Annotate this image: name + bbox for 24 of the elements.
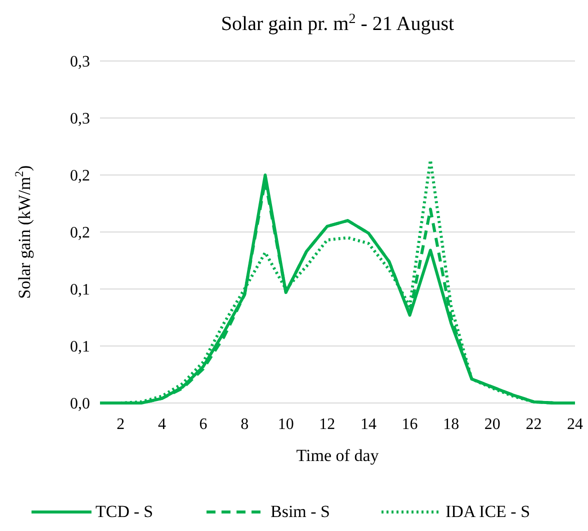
legend-label: IDA ICE - S bbox=[446, 502, 530, 521]
x-tick-label: 4 bbox=[158, 416, 166, 433]
y-tick-label: 0,3 bbox=[70, 54, 90, 71]
legend-label: Bsim - S bbox=[270, 502, 330, 521]
y-tick-label: 0,1 bbox=[70, 282, 90, 299]
x-tick-label: 14 bbox=[360, 416, 376, 433]
x-tick-label: 12 bbox=[319, 416, 336, 433]
x-tick-label: 6 bbox=[199, 416, 208, 433]
y-tick-label: 0,2 bbox=[70, 224, 90, 242]
y-tick-label: 0,0 bbox=[70, 396, 90, 413]
y-tick-label: 0,1 bbox=[70, 338, 90, 356]
y-tick-label: 0,3 bbox=[70, 110, 90, 128]
x-tick-label: 24 bbox=[567, 416, 583, 433]
x-tick-label: 18 bbox=[443, 416, 460, 433]
x-tick-label: 8 bbox=[240, 416, 249, 433]
x-tick-label: 10 bbox=[278, 416, 294, 433]
legend-label: TCD - S bbox=[96, 502, 154, 521]
x-tick-label: 16 bbox=[402, 416, 418, 433]
x-tick-label: 22 bbox=[526, 416, 542, 433]
y-tick-label: 0,2 bbox=[70, 168, 90, 185]
x-tick-label: 20 bbox=[484, 416, 500, 433]
chart-title: Solar gain pr. m$^{2}$ - 21 August bbox=[220, 12, 454, 35]
x-tick-label: 2 bbox=[116, 416, 125, 433]
x-axis-title: Time of day bbox=[296, 446, 380, 465]
